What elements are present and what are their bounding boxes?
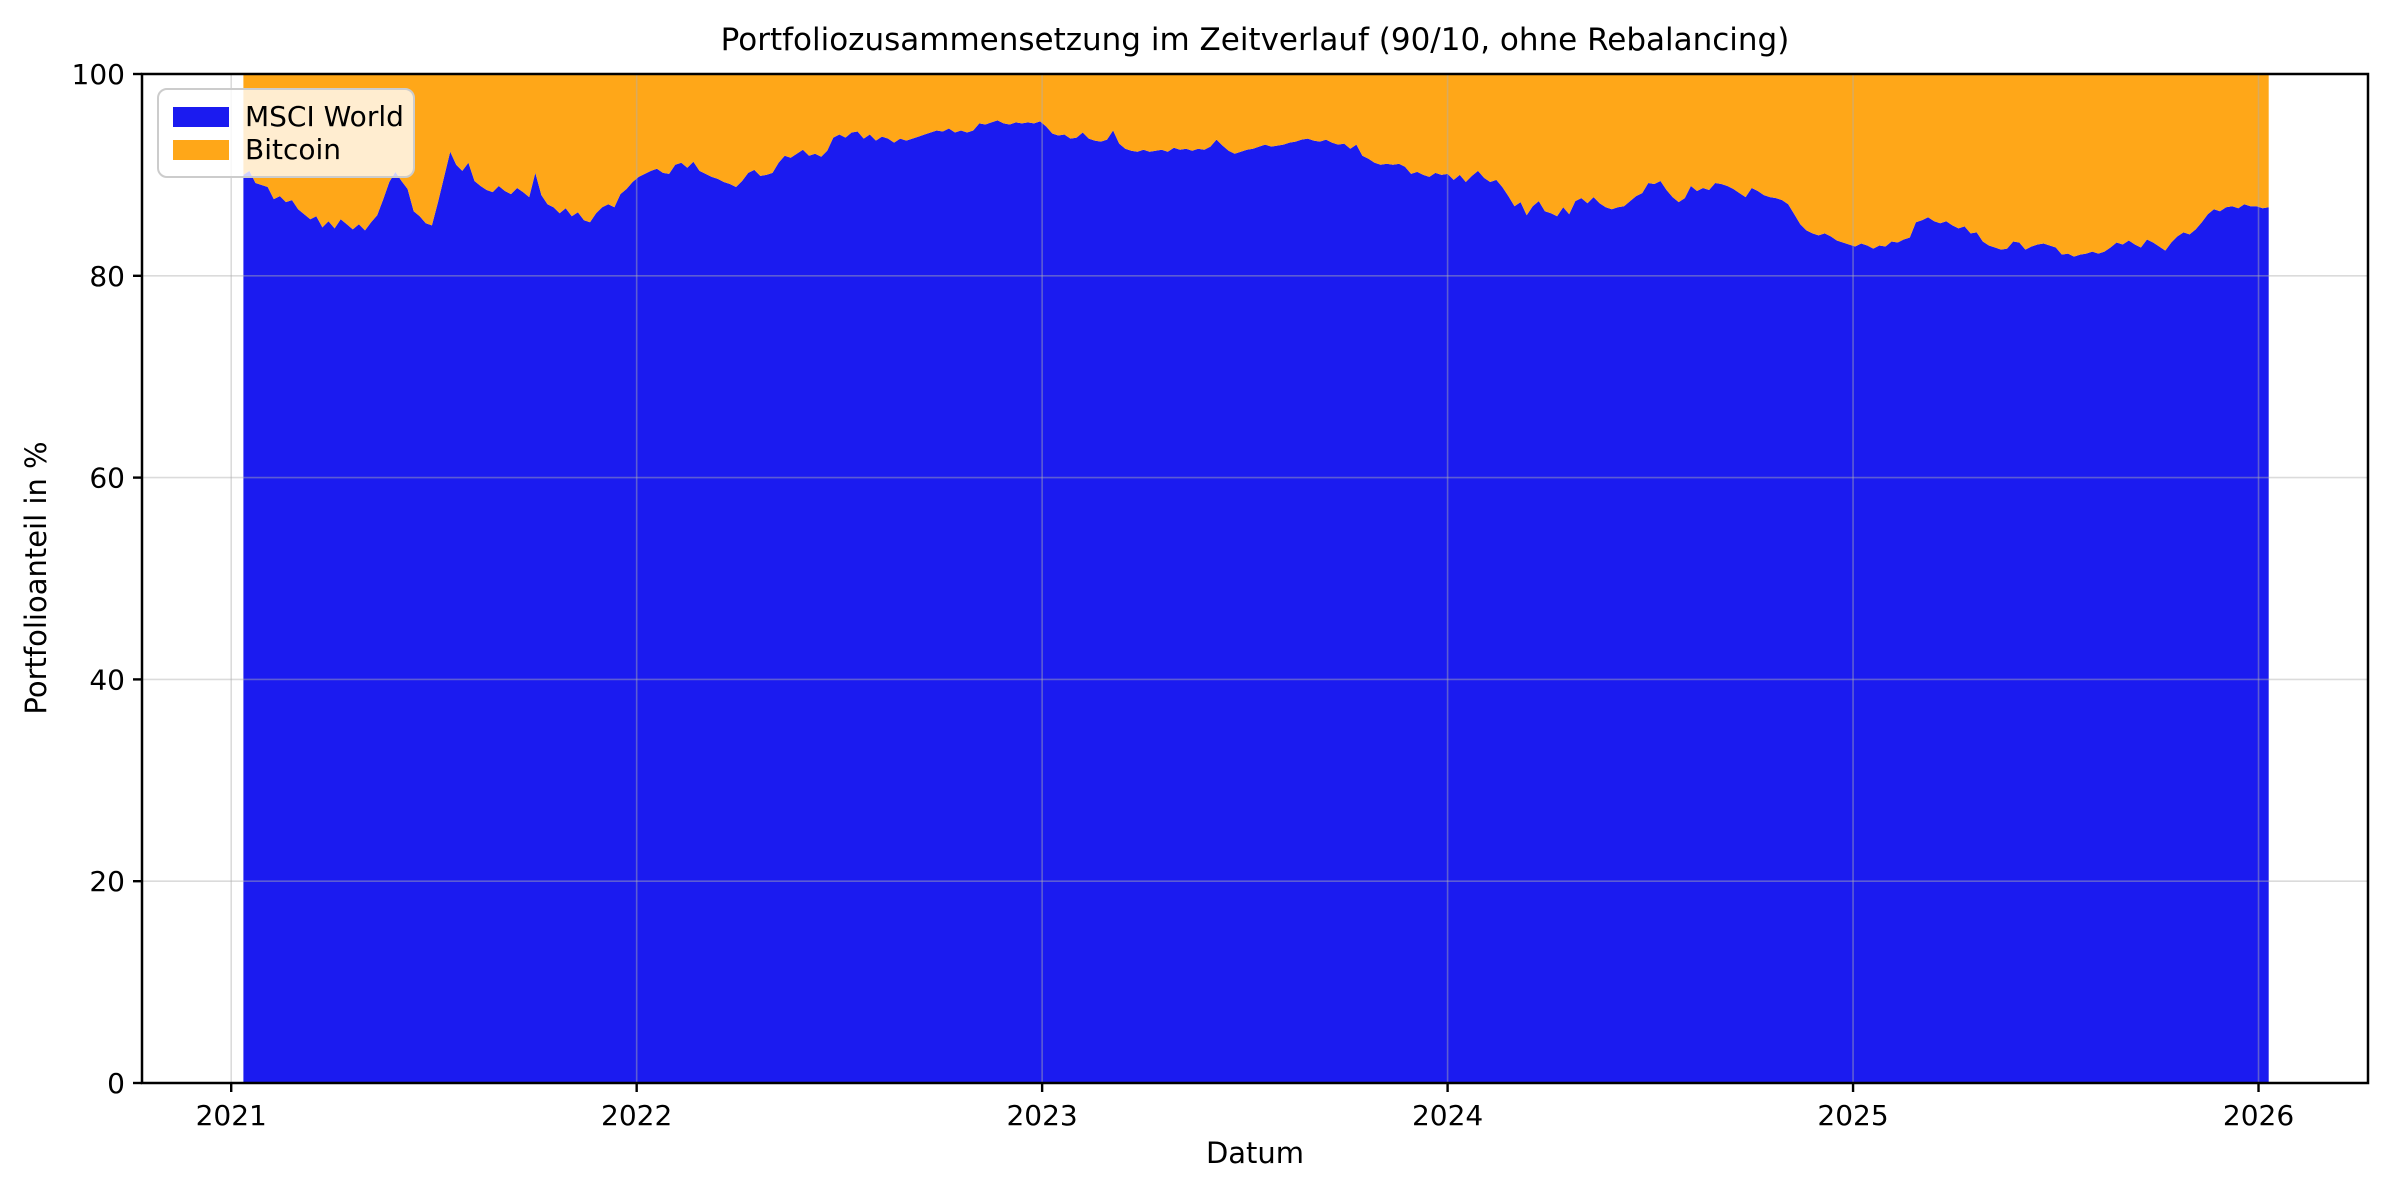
y-axis-tick-label: 20 <box>89 865 125 898</box>
legend-label-bitcoin: Bitcoin <box>245 132 342 166</box>
legend-item-bitcoin: Bitcoin <box>173 134 399 166</box>
legend-swatch-msci-world <box>173 106 229 127</box>
x-axis-tick-label: 2024 <box>1412 1099 1483 1132</box>
legend-label-msci-world: MSCI World <box>245 99 404 133</box>
legend: MSCI World Bitcoin <box>157 88 415 178</box>
legend-swatch-bitcoin <box>173 139 229 160</box>
x-axis-label: Datum <box>1205 1136 1305 1170</box>
y-axis-tick-label: 60 <box>89 462 125 495</box>
msci-world-area <box>243 120 2269 1083</box>
y-axis-tick-label: 80 <box>89 260 125 293</box>
x-axis-tick-label: 2023 <box>1006 1099 1077 1132</box>
plot-border <box>140 72 2370 1085</box>
x-axis-tick-label: 2026 <box>2223 1099 2294 1132</box>
x-axis-tick-label: 2025 <box>1817 1099 1888 1132</box>
legend-item-msci-world: MSCI World <box>173 101 404 133</box>
y-axis-tick-label: 100 <box>72 58 125 91</box>
y-axis-tick-label: 40 <box>89 663 125 696</box>
y-axis-label: Portfolioanteil in % <box>19 441 53 715</box>
y-axis-tick-label: 0 <box>107 1067 125 1100</box>
chart-title: Portfoliozusammensetzung im Zeitverlauf … <box>720 22 1790 58</box>
x-axis-tick-label: 2021 <box>196 1099 267 1132</box>
x-axis-tick-label: 2022 <box>601 1099 672 1132</box>
bitcoin-area <box>243 74 2269 257</box>
